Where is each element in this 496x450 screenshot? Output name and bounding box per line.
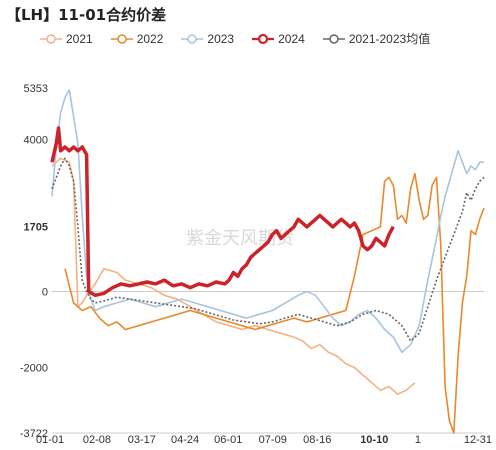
y-tick-label: 4000	[24, 134, 48, 146]
legend-marker-icon	[322, 33, 345, 44]
x-tick-label: 12-31	[464, 434, 492, 446]
series-line-s2021	[51, 157, 416, 395]
legend-label: 2024	[278, 31, 305, 46]
legend-marker-icon	[181, 33, 204, 44]
legend-label: 2023	[207, 31, 235, 46]
x-tick-label: 01-01	[36, 434, 64, 446]
x-tick-label: 07-09	[259, 434, 287, 446]
x-tick-label: 08-16	[303, 434, 331, 446]
chart-title: 【LH】11-01合约价差	[6, 6, 167, 24]
x-tick-label: 1	[415, 434, 421, 446]
y-tick-label: -3722	[20, 428, 48, 440]
series-line-s2023	[51, 89, 484, 354]
legend: 2021 2022 2023 2024 2021-2023均值	[40, 30, 430, 47]
y-tick-label: 0	[42, 287, 48, 299]
legend-item[interactable]: 2021-2023均值	[322, 30, 431, 47]
x-tick-label: 06-01	[214, 434, 242, 446]
series-line-avg	[51, 157, 485, 342]
legend-item[interactable]: 2021	[40, 32, 93, 46]
y-tick-label: 5353	[24, 83, 48, 95]
legend-marker-icon	[252, 33, 275, 44]
y-tick-label: 1705	[24, 222, 48, 234]
x-tick-label: 04-24	[171, 434, 199, 446]
legend-marker-icon	[110, 33, 133, 44]
legend-item[interactable]: 2024	[252, 32, 305, 46]
x-tick-label: 10-10	[360, 434, 388, 446]
legend-item[interactable]: 2023	[181, 32, 234, 46]
legend-label: 2021-2023均值	[348, 32, 431, 46]
series-line-s2022	[64, 172, 485, 434]
x-tick-label: 02-08	[83, 434, 111, 446]
x-tick-label: 03-17	[128, 434, 156, 446]
legend-item[interactable]: 2022	[110, 31, 164, 46]
series-line-s2024	[50, 126, 395, 298]
y-tick-label: -2000	[20, 363, 48, 375]
legend-marker-icon	[40, 33, 62, 44]
legend-label: 2022	[136, 31, 164, 46]
legend-label: 2021	[66, 31, 93, 46]
